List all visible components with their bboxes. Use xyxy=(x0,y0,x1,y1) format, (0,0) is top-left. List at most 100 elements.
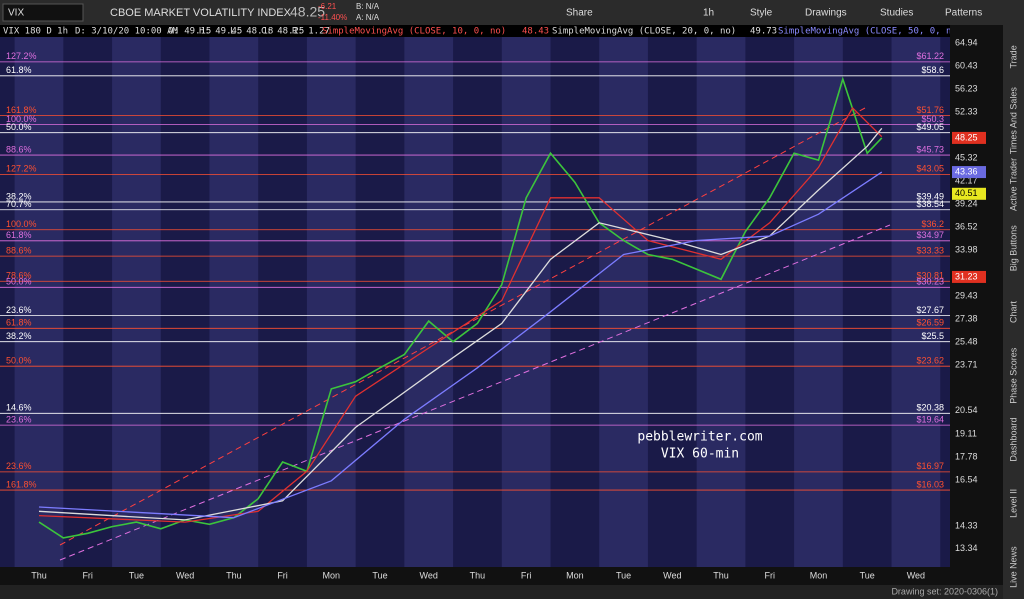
y-tick-label: 20.54 xyxy=(955,405,978,415)
level-percent: 127.2% xyxy=(6,51,37,61)
side-tab[interactable]: Trade xyxy=(1008,45,1018,68)
change: -6.21 xyxy=(318,2,337,11)
last-price: 48.25 xyxy=(290,4,325,20)
x-tick-label: Mon xyxy=(810,570,828,580)
level-percent: 61.8% xyxy=(6,65,32,75)
description: CBOE MARKET VOLATILITY INDEX xyxy=(110,7,292,19)
level-percent: 161.8% xyxy=(6,479,37,489)
level-percent: 23.6% xyxy=(6,305,32,315)
level-percent: 161.8% xyxy=(6,105,37,115)
side-tab[interactable]: Chart xyxy=(1008,301,1018,324)
study-value: 49.73 xyxy=(750,27,777,37)
y-tick-label: 64.94 xyxy=(955,37,978,47)
x-tick-label: Fri xyxy=(521,570,532,580)
x-tick-label: Tue xyxy=(129,570,144,580)
y-tick-label: 16.54 xyxy=(955,474,978,484)
y-tick-label: 42.17 xyxy=(955,175,978,185)
info-symbol: VIX 180 D 1h xyxy=(3,27,68,37)
moving-average xyxy=(38,106,883,523)
level-price: $49.05 xyxy=(916,122,944,132)
level-price: $16.97 xyxy=(916,461,944,471)
watermark: pebblewriter.com xyxy=(637,430,762,445)
share-button[interactable]: Share xyxy=(566,8,593,19)
side-tab[interactable]: Dashboard xyxy=(1008,418,1018,462)
level-price: $50.3 xyxy=(921,114,944,124)
price-axis xyxy=(950,25,1003,585)
side-tab[interactable]: Times And Sales xyxy=(1008,87,1018,155)
level-percent: 61.8% xyxy=(6,230,32,240)
bid: B: N/A xyxy=(356,2,380,11)
day-band xyxy=(599,25,648,567)
symbol[interactable]: VIX xyxy=(8,8,24,19)
x-tick-label: Tue xyxy=(860,570,875,580)
patterns-button[interactable]: Patterns xyxy=(945,8,982,19)
level-price: $25.5 xyxy=(921,331,944,341)
level-price: $51.76 xyxy=(916,105,944,115)
y-tick-label: 33.98 xyxy=(955,244,978,254)
level-price: $30.23 xyxy=(916,277,944,287)
time-axis xyxy=(0,567,950,585)
y-tick-label: 23.71 xyxy=(955,359,978,369)
y-tick-label: 27.38 xyxy=(955,313,978,323)
price-badge xyxy=(952,187,986,200)
level-price: $23.62 xyxy=(916,356,944,366)
price-badge xyxy=(952,166,986,179)
trend-line xyxy=(59,107,866,546)
level-percent: 88.6% xyxy=(6,144,32,154)
study-name: SimpleMovingAvg (CLOSE, 10, 0, no) xyxy=(322,27,506,37)
price-badge xyxy=(952,131,986,144)
level-price: $38.54 xyxy=(916,199,944,209)
level-percent: 78.6% xyxy=(6,271,32,281)
info-date: D: 3/10/20 10:00 AM xyxy=(75,27,179,37)
study-value: 48.43 xyxy=(522,27,549,37)
y-tick-label: 13.34 xyxy=(955,543,978,553)
level-price: $45.73 xyxy=(916,144,944,154)
timeframe-button[interactable]: 1h xyxy=(703,8,714,19)
side-tab[interactable]: Level II xyxy=(1008,489,1018,518)
y-tick-label: 52.33 xyxy=(955,106,978,116)
x-tick-label: Thu xyxy=(226,570,242,580)
symbol-box[interactable] xyxy=(2,3,84,22)
level-price: $36.2 xyxy=(921,219,944,229)
drawings-button[interactable]: Drawings xyxy=(805,8,847,19)
style-button[interactable]: Style xyxy=(750,8,773,19)
level-percent: 14.6% xyxy=(6,403,32,413)
x-tick-label: Wed xyxy=(176,570,194,580)
info-bar xyxy=(0,25,950,37)
y-tick-label: 56.23 xyxy=(955,83,978,93)
y-tick-label: 60.43 xyxy=(955,60,978,70)
x-tick-label: Wed xyxy=(907,570,925,580)
studies-button[interactable]: Studies xyxy=(880,8,913,19)
level-percent: 23.6% xyxy=(6,461,32,471)
level-price: $16.03 xyxy=(916,479,944,489)
level-price: $43.05 xyxy=(916,164,944,174)
day-band xyxy=(306,25,356,567)
level-price: $30.81 xyxy=(916,271,944,281)
ohlc-value: H: 49.45 xyxy=(199,27,242,37)
level-price: $20.38 xyxy=(916,403,944,413)
moving-average xyxy=(38,127,883,521)
x-tick-label: Fri xyxy=(764,570,775,580)
side-tab[interactable]: Big Buttons xyxy=(1008,225,1018,272)
day-band xyxy=(404,25,454,567)
x-tick-label: Wed xyxy=(420,570,438,580)
x-tick-label: Thu xyxy=(470,570,486,580)
y-tick-label: 36.52 xyxy=(955,221,978,231)
side-tab[interactable]: Phase Scores xyxy=(1008,347,1018,404)
level-percent: 88.6% xyxy=(6,246,32,256)
side-tab[interactable]: Live News xyxy=(1008,546,1018,588)
x-tick-label: Wed xyxy=(663,570,681,580)
side-tab[interactable]: Active Trader xyxy=(1008,158,1018,211)
x-tick-label: Tue xyxy=(372,570,387,580)
ask: A: N/A xyxy=(356,13,380,22)
level-price: $61.22 xyxy=(916,51,944,61)
change-pct: -11.40% xyxy=(318,13,347,22)
level-percent: 38.2% xyxy=(6,331,32,341)
level-percent: 50.0% xyxy=(6,277,32,287)
study-name: SimpleMovingAvg (CLOSE, 50, 0, no) xyxy=(778,27,962,37)
day-band xyxy=(112,25,161,567)
level-percent: 70.7% xyxy=(6,199,32,209)
price-badge-label: 43.36 xyxy=(955,166,978,176)
